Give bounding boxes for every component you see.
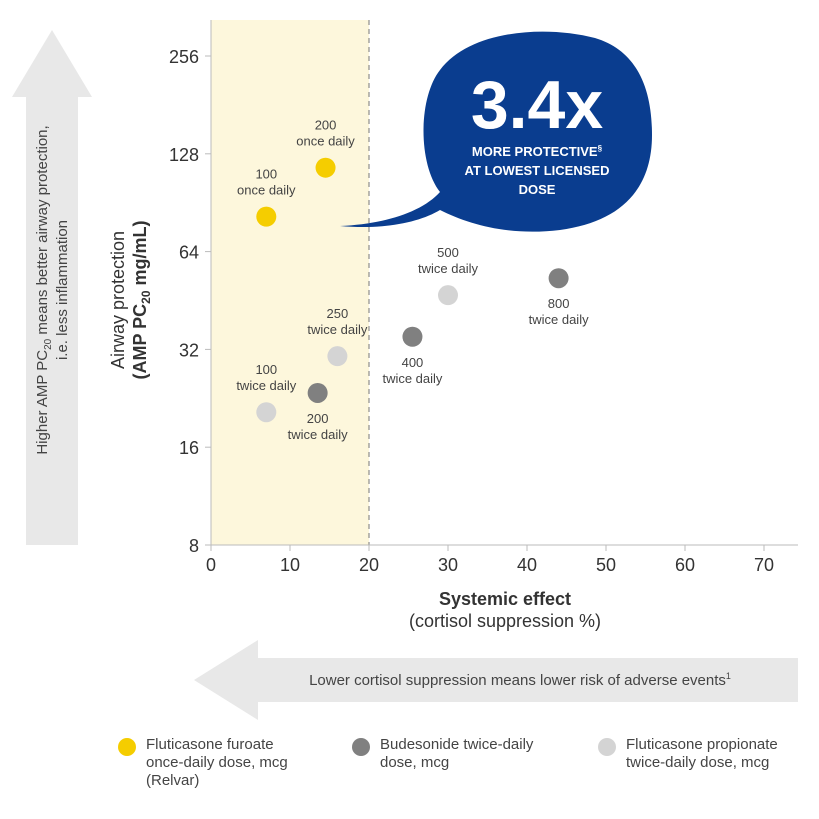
bottom-arrow-text: Lower cortisol suppression means lower r…	[309, 671, 731, 689]
data-point	[256, 402, 277, 423]
callout-bubble	[340, 31, 652, 232]
left-arrow-text: Higher AMP PC20 means better airway prot…	[34, 125, 54, 454]
x-axis-ticks: 0 10 20 30 40 50 60 70	[206, 545, 774, 575]
y-axis-title-line1: Airway protection	[108, 231, 128, 369]
legend-label: Fluticasone propionate twice-daily dose,…	[626, 736, 778, 771]
y-axis-title-sub: 20	[139, 290, 153, 304]
point-label: twice daily	[236, 378, 296, 393]
left-arrow-text-main: Higher AMP PC	[34, 350, 51, 455]
x-axis-title: Systemic effect	[439, 589, 571, 609]
x-tick-label: 10	[280, 555, 300, 575]
point-label: 400	[402, 355, 424, 370]
x-tick-label: 0	[206, 555, 216, 575]
y-tick-label: 8	[189, 536, 199, 556]
legend-item-fluticasone-furoate: Fluticasone furoate once-daily dose, mcg…	[118, 736, 288, 790]
legend-dot	[598, 738, 616, 756]
left-arrow-text-sub: 20	[43, 338, 54, 350]
bottom-arrow-text-main: Lower cortisol suppression means lower r…	[309, 672, 726, 689]
legend-item-budesonide: Budesonide twice-daily dose, mcg	[352, 736, 533, 772]
data-point	[315, 157, 336, 178]
left-up-arrow	[12, 30, 92, 545]
point-label: twice daily	[307, 322, 367, 337]
legend-dot	[118, 738, 136, 756]
point-label: once daily	[237, 183, 296, 198]
y-tick-label: 128	[169, 145, 199, 165]
left-arrow-text-line2: i.e. less inflammation	[54, 220, 71, 360]
y-axis-title-line2-main: (AMP PC	[130, 304, 150, 380]
legend-label: Fluticasone furoate once-daily dose, mcg…	[146, 736, 288, 789]
y-tick-label: 64	[179, 243, 199, 263]
legend-dot	[352, 738, 370, 756]
x-tick-label: 70	[754, 555, 774, 575]
legend-label: Budesonide twice-daily dose, mcg	[380, 736, 534, 771]
point-label: twice daily	[288, 427, 348, 442]
point-label: 250	[327, 306, 349, 321]
callout-line1-sup: §	[598, 144, 603, 153]
y-axis-title-line2: (AMP PC20 mg/mL)	[130, 220, 153, 379]
callout-line2: AT LOWEST LICENSED	[465, 163, 610, 178]
data-point	[327, 346, 348, 367]
x-tick-label: 40	[517, 555, 537, 575]
data-point	[438, 285, 458, 306]
data-point	[307, 382, 328, 403]
callout-line1-main: MORE PROTECTIVE	[472, 144, 598, 159]
point-label: 200	[315, 118, 337, 133]
y-tick-label: 16	[179, 438, 199, 458]
point-label: twice daily	[382, 371, 442, 386]
point-label: twice daily	[529, 312, 589, 327]
y-axis-ticks: 256 128 64 32 16 8	[169, 47, 211, 556]
point-label: 200	[307, 411, 329, 426]
callout-line3: DOSE	[519, 182, 556, 197]
callout-line1: MORE PROTECTIVE§	[472, 144, 603, 159]
bottom-left-arrow	[194, 640, 798, 720]
data-point	[548, 268, 569, 289]
data-point	[402, 326, 423, 347]
bottom-arrow-text-sup: 1	[726, 671, 731, 681]
x-tick-label: 20	[359, 555, 379, 575]
point-label: 500	[437, 245, 459, 260]
y-tick-label: 32	[179, 340, 199, 360]
x-tick-label: 60	[675, 555, 695, 575]
y-tick-label: 256	[169, 47, 199, 67]
left-arrow-text-rest: means better airway protection,	[34, 125, 51, 338]
point-label: 800	[548, 296, 570, 311]
point-label: 100	[255, 362, 277, 377]
point-label: once daily	[296, 134, 355, 149]
highlight-region	[211, 20, 369, 545]
x-tick-label: 50	[596, 555, 616, 575]
x-tick-label: 30	[438, 555, 458, 575]
point-label: 100	[255, 167, 277, 182]
data-point	[256, 206, 277, 227]
legend-item-fluticasone-propionate: Fluticasone propionate twice-daily dose,…	[598, 736, 778, 772]
x-axis-subtitle: (cortisol suppression %)	[409, 611, 601, 631]
callout-big: 3.4x	[471, 67, 604, 143]
y-axis-title-line2-end: mg/mL)	[130, 220, 150, 290]
point-label: twice daily	[418, 261, 478, 276]
